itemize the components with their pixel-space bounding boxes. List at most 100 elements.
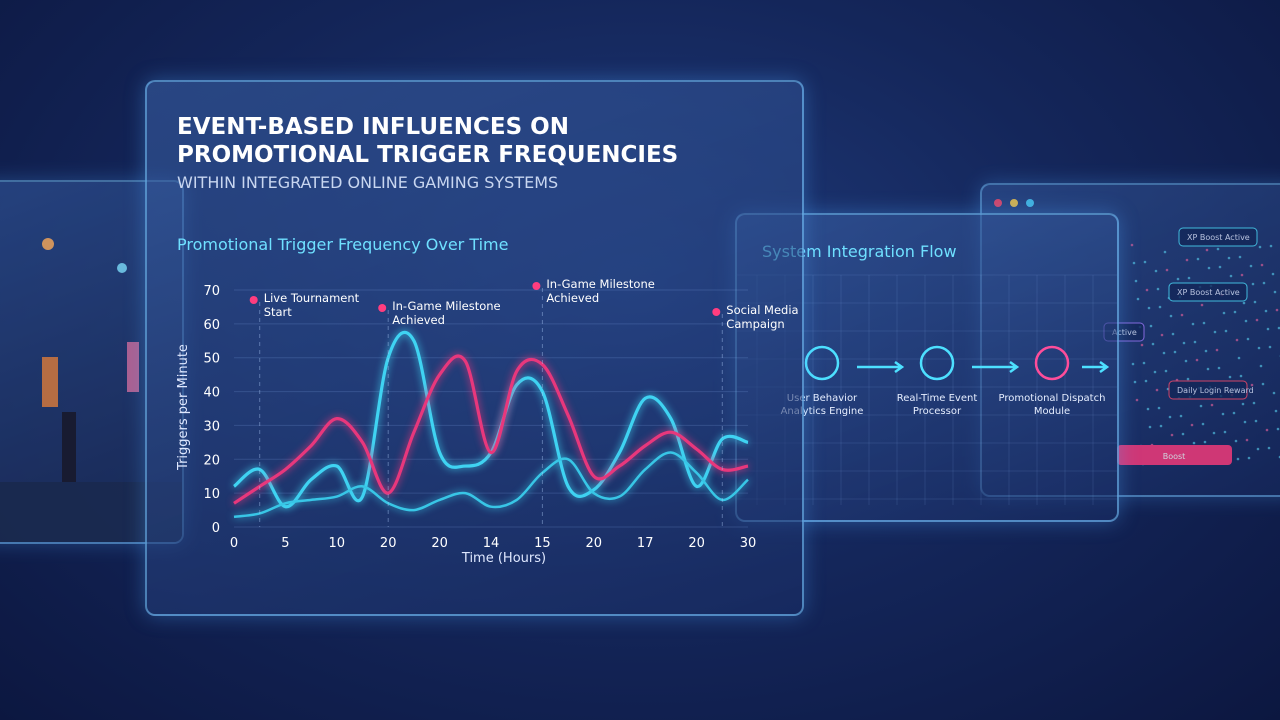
particle xyxy=(1257,346,1261,350)
particle xyxy=(1169,314,1173,318)
particle xyxy=(1272,391,1276,395)
particle xyxy=(1237,356,1241,360)
particle xyxy=(1202,321,1206,325)
particle xyxy=(1193,340,1197,344)
line-series xyxy=(233,354,749,505)
particle xyxy=(1255,318,1259,322)
particle xyxy=(1133,380,1137,384)
particle xyxy=(1163,250,1167,254)
node-icon xyxy=(804,345,840,381)
particle xyxy=(1199,404,1203,408)
particle xyxy=(1153,370,1157,374)
badge-label: XP Boost Active xyxy=(1177,288,1240,297)
particle xyxy=(1246,337,1250,341)
particle xyxy=(1235,338,1239,342)
particle xyxy=(1201,422,1205,426)
particle xyxy=(1236,457,1240,461)
particle xyxy=(1143,260,1147,264)
particle xyxy=(1159,424,1163,428)
node-icon xyxy=(919,345,955,381)
particle xyxy=(1234,439,1238,443)
particle xyxy=(1148,425,1152,429)
particle xyxy=(1232,411,1236,415)
particle xyxy=(1256,447,1260,451)
rewards-svg: XP Boost Active XP Boost Active Active Dail… xyxy=(994,199,1280,466)
particle xyxy=(1187,276,1191,280)
particle xyxy=(1136,297,1140,301)
particle xyxy=(1206,367,1210,371)
particle xyxy=(1147,306,1151,310)
particle xyxy=(1243,420,1247,424)
x-tick-label: 17 xyxy=(637,536,654,551)
particle xyxy=(1247,456,1251,460)
subtitle: WITHIN INTEGRATED ONLINE GAMING SYSTEMS xyxy=(177,173,558,192)
particle xyxy=(1269,244,1273,248)
particle xyxy=(1130,243,1134,247)
chart-panel: EVENT-BASED INFLUENCES ON PROMOTIONAL TR… xyxy=(145,80,804,616)
node-label: Promotional Dispatch Module xyxy=(999,393,1106,417)
title: EVENT-BASED INFLUENCES ON xyxy=(177,114,569,140)
chart: EVENT-BASED INFLUENCES ON PROMOTIONAL TR… xyxy=(176,114,799,566)
particle xyxy=(1212,431,1216,435)
particle xyxy=(1195,358,1199,362)
annotation-dot xyxy=(532,282,541,290)
particle xyxy=(1213,330,1217,334)
y-tick-label: 60 xyxy=(203,318,220,333)
badge xyxy=(1178,227,1258,247)
particle xyxy=(1262,281,1266,285)
particle xyxy=(1173,350,1177,354)
particle xyxy=(1249,264,1253,268)
boost-button[interactable] xyxy=(1117,445,1232,465)
particle xyxy=(1162,351,1166,355)
x-tick-label: 10 xyxy=(329,536,346,551)
particle xyxy=(1171,332,1175,336)
particle xyxy=(1160,333,1164,337)
particle xyxy=(1260,263,1264,267)
dot xyxy=(1026,199,1034,207)
particle xyxy=(1207,266,1211,270)
particle xyxy=(1253,300,1257,304)
particle xyxy=(1241,402,1245,406)
y-tick-label: 20 xyxy=(203,453,220,468)
particle xyxy=(1165,268,1169,272)
particle xyxy=(1205,248,1209,252)
x-tick-label: 5 xyxy=(281,536,289,551)
dot xyxy=(1010,199,1018,207)
particle xyxy=(1200,303,1204,307)
particle xyxy=(1244,319,1248,323)
particle xyxy=(1273,290,1277,294)
particle xyxy=(1276,427,1280,431)
particle xyxy=(1131,362,1135,366)
x-tick-label: 20 xyxy=(431,536,448,551)
particle xyxy=(1185,258,1189,262)
particle xyxy=(1180,313,1184,317)
badge-label: Daily Login Reward xyxy=(1177,386,1254,395)
particle xyxy=(1204,349,1208,353)
badge xyxy=(1168,282,1248,302)
x-tick-label: 20 xyxy=(380,536,397,551)
light xyxy=(117,263,127,273)
x-tick-label: 20 xyxy=(688,536,705,551)
particle xyxy=(1251,282,1255,286)
y-tick-label: 0 xyxy=(212,521,220,536)
particle xyxy=(1218,265,1222,269)
x-axis-label: Time (Hours) xyxy=(461,551,546,566)
particle xyxy=(1186,377,1190,381)
annotation: Live Tournament Start xyxy=(264,291,360,319)
y-tick-label: 10 xyxy=(203,487,220,502)
annotation: In-Game Milestone Achieved xyxy=(392,299,500,327)
x-tick-label: 20 xyxy=(586,536,603,551)
particle xyxy=(1275,308,1279,312)
particle xyxy=(1156,287,1160,291)
y-tick-label: 50 xyxy=(203,352,220,367)
chart-title: Promotional Trigger Frequency Over Time xyxy=(177,235,508,254)
particle xyxy=(1151,342,1155,346)
particle xyxy=(1140,343,1144,347)
particle xyxy=(1238,255,1242,259)
button-label: Boost xyxy=(1163,452,1186,461)
particle xyxy=(1191,322,1195,326)
annotation: In-Game Milestone Achieved xyxy=(546,277,654,305)
particle xyxy=(1222,311,1226,315)
particle xyxy=(1217,366,1221,370)
